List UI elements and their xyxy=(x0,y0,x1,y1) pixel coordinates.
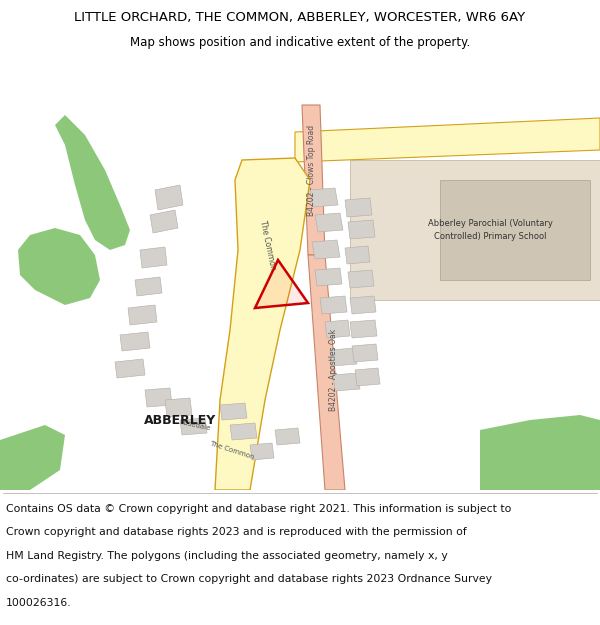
Polygon shape xyxy=(348,270,374,288)
Polygon shape xyxy=(18,228,100,305)
Polygon shape xyxy=(135,277,162,296)
Polygon shape xyxy=(480,415,600,490)
Text: The Common: The Common xyxy=(259,219,278,271)
Text: B4202 - Clows Top Road: B4202 - Clows Top Road xyxy=(308,124,317,216)
Polygon shape xyxy=(165,398,192,417)
Polygon shape xyxy=(0,425,65,490)
Polygon shape xyxy=(250,443,274,460)
Text: Crown copyright and database rights 2023 and is reproduced with the permission o: Crown copyright and database rights 2023… xyxy=(6,527,467,537)
Polygon shape xyxy=(115,359,145,378)
Polygon shape xyxy=(302,105,325,255)
Text: ABBERLEY: ABBERLEY xyxy=(144,414,216,426)
Polygon shape xyxy=(128,305,157,325)
Polygon shape xyxy=(310,188,338,207)
Polygon shape xyxy=(345,198,372,217)
Polygon shape xyxy=(315,268,342,286)
Polygon shape xyxy=(308,255,345,490)
Polygon shape xyxy=(355,368,380,386)
Text: HM Land Registry. The polygons (including the associated geometry, namely x, y: HM Land Registry. The polygons (includin… xyxy=(6,551,448,561)
Text: Abberley Parochial (Voluntary
Controlled) Primary School: Abberley Parochial (Voluntary Controlled… xyxy=(428,219,553,241)
Text: Contains OS data © Crown copyright and database right 2021. This information is : Contains OS data © Crown copyright and d… xyxy=(6,504,511,514)
Polygon shape xyxy=(333,373,360,391)
Text: B4202 - Apostles Oak: B4202 - Apostles Oak xyxy=(329,329,337,411)
Polygon shape xyxy=(150,210,178,233)
Polygon shape xyxy=(330,348,357,366)
Polygon shape xyxy=(155,185,183,210)
Text: The Common: The Common xyxy=(209,440,255,460)
Polygon shape xyxy=(255,260,308,308)
Polygon shape xyxy=(55,115,130,250)
Polygon shape xyxy=(275,428,300,445)
Polygon shape xyxy=(440,180,590,280)
Polygon shape xyxy=(315,213,343,232)
Polygon shape xyxy=(145,388,172,407)
Text: 100026316.: 100026316. xyxy=(6,598,71,608)
Polygon shape xyxy=(295,118,600,162)
Text: Map shows position and indicative extent of the property.: Map shows position and indicative extent… xyxy=(130,36,470,49)
Polygon shape xyxy=(230,423,257,440)
Polygon shape xyxy=(352,344,378,362)
Polygon shape xyxy=(320,296,347,314)
Polygon shape xyxy=(220,403,247,420)
Polygon shape xyxy=(350,160,600,300)
Text: LITTLE ORCHARD, THE COMMON, ABBERLEY, WORCESTER, WR6 6AY: LITTLE ORCHARD, THE COMMON, ABBERLEY, WO… xyxy=(74,11,526,24)
Polygon shape xyxy=(120,332,150,351)
Polygon shape xyxy=(312,240,340,259)
Polygon shape xyxy=(348,220,375,239)
Polygon shape xyxy=(350,320,377,338)
Polygon shape xyxy=(325,320,350,338)
Polygon shape xyxy=(350,296,376,314)
Text: co-ordinates) are subject to Crown copyright and database rights 2023 Ordnance S: co-ordinates) are subject to Crown copyr… xyxy=(6,574,492,584)
Polygon shape xyxy=(140,247,167,268)
Polygon shape xyxy=(345,246,370,264)
Polygon shape xyxy=(180,418,207,435)
Polygon shape xyxy=(215,158,310,490)
Text: Rosedale: Rosedale xyxy=(179,419,211,431)
